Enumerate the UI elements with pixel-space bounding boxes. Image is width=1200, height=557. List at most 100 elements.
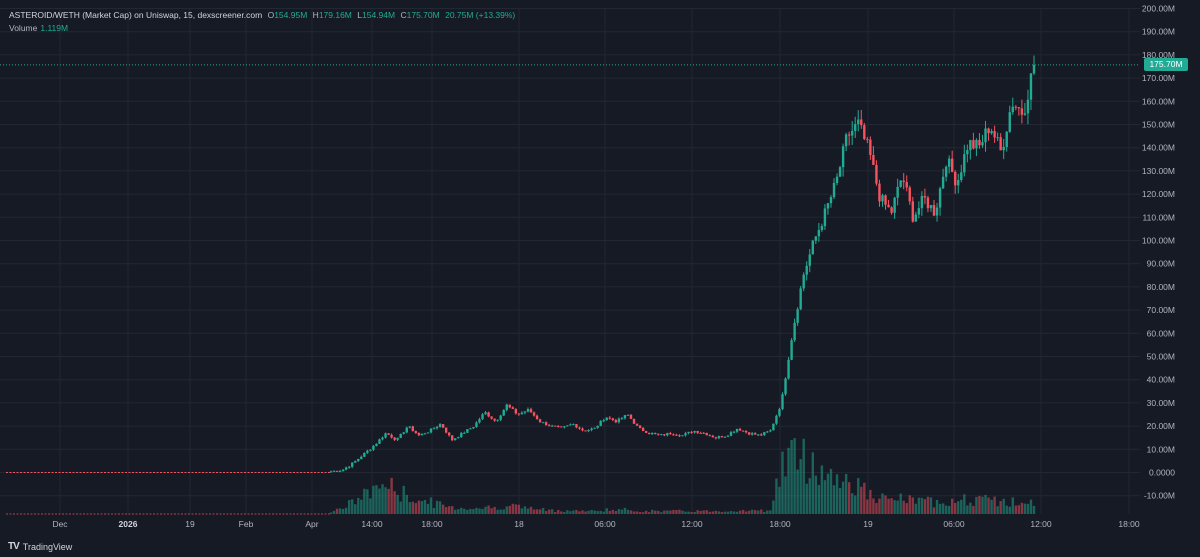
- candle-body: [984, 128, 987, 143]
- x-tick-label: Feb: [239, 519, 254, 529]
- pre-listing-line: [6, 472, 330, 515]
- volume-bar: [557, 509, 560, 514]
- candle-body: [332, 470, 336, 472]
- volume-bar: [923, 499, 927, 514]
- volume-bar: [808, 478, 811, 514]
- volume-bar: [526, 508, 530, 514]
- volume-bar: [1032, 505, 1036, 514]
- candle-body: [541, 422, 545, 424]
- candle-body: [605, 417, 608, 421]
- candle-body: [781, 394, 784, 410]
- volume-bar: [963, 494, 966, 514]
- volume-bar: [511, 503, 515, 514]
- volume-bar: [757, 510, 760, 514]
- candle-body: [617, 418, 621, 423]
- x-tick-label: 18:00: [1118, 519, 1140, 529]
- volume-bar: [463, 508, 466, 514]
- candle-body: [502, 409, 505, 416]
- volume-bar: [447, 506, 451, 514]
- volume-bar: [760, 509, 763, 514]
- volume-bar: [741, 509, 745, 514]
- candle-body: [720, 436, 724, 438]
- volume-bar: [778, 486, 781, 514]
- volume-bar: [344, 507, 348, 514]
- volume-bar: [563, 511, 566, 514]
- y-tick-label: 20.00M: [1147, 421, 1175, 431]
- candle-body: [744, 430, 748, 433]
- tradingview-branding[interactable]: TV TradingView: [8, 541, 72, 552]
- symbol-title[interactable]: ASTEROID/WETH (Market Cap) on Uniswap, 1…: [9, 10, 263, 20]
- candle-body: [478, 419, 481, 423]
- volume-bar: [596, 511, 599, 514]
- candle-body: [435, 426, 439, 429]
- volume-label[interactable]: Volume: [9, 23, 38, 33]
- volume-bar: [451, 506, 454, 514]
- candle-body: [987, 128, 990, 134]
- candle-body: [663, 434, 666, 436]
- candle-body: [978, 139, 981, 146]
- volume-bar: [429, 497, 433, 514]
- candle-body: [493, 418, 496, 421]
- volume-bar: [417, 500, 421, 514]
- high-value: 179.16M: [318, 10, 352, 20]
- y-tick-label: 100.00M: [1142, 236, 1175, 246]
- candle-body: [872, 155, 875, 165]
- volume-bar: [426, 503, 430, 514]
- candle-body: [835, 176, 839, 183]
- y-tick-label: 140.00M: [1142, 143, 1175, 153]
- volume-bar: [793, 438, 796, 514]
- candle-body: [408, 426, 411, 428]
- candle-body: [850, 130, 854, 136]
- candle-body: [554, 425, 557, 427]
- candle-body: [929, 205, 933, 209]
- candle-body: [763, 432, 766, 436]
- candle-body: [347, 466, 351, 468]
- price-axis[interactable]: 200.00M 190.00M 180.00M 170.00M 160.00M 150.0…: [1142, 4, 1175, 501]
- volume-bar: [1023, 503, 1027, 514]
- volume-bar: [372, 485, 375, 514]
- candle-body: [1005, 131, 1008, 147]
- candle-body: [681, 435, 684, 437]
- volume-bar: [854, 495, 857, 514]
- volume-bar: [487, 505, 490, 514]
- candle-body: [726, 435, 730, 437]
- candle-body: [632, 418, 636, 424]
- y-tick-label: 150.00M: [1142, 120, 1175, 130]
- volume-bar: [872, 498, 875, 514]
- volume-bar: [581, 510, 584, 514]
- x-tick-label: 12:00: [681, 519, 703, 529]
- candle-body: [878, 183, 881, 202]
- candle-body: [526, 409, 530, 412]
- candle-body: [432, 428, 436, 430]
- candle-body: [890, 207, 893, 213]
- candle-body: [905, 182, 908, 188]
- time-axis[interactable]: Dec 2026 19 Feb Apr 14:00 18:00 18 06:00 12:00 18:…: [52, 519, 1139, 529]
- candle-body: [787, 359, 790, 379]
- candle-body: [414, 431, 418, 434]
- candle-body: [593, 427, 596, 429]
- candle-body: [829, 197, 833, 204]
- volume-bar: [1020, 502, 1024, 514]
- volume-bar: [335, 508, 339, 514]
- volume-bar: [829, 468, 833, 514]
- volume-bar: [726, 511, 730, 514]
- candle-body: [335, 470, 339, 472]
- candle-body: [926, 197, 930, 209]
- volume-bar: [393, 491, 396, 514]
- candle-body: [654, 433, 657, 435]
- candle-body: [438, 424, 442, 427]
- candle-body: [584, 430, 587, 432]
- volume-bar: [647, 512, 651, 514]
- volume-bar: [914, 503, 918, 514]
- candle-body: [729, 432, 733, 436]
- volume-bar: [499, 509, 502, 514]
- candle-body: [635, 423, 639, 426]
- volume-bar: [599, 510, 602, 514]
- volume-bar: [354, 504, 357, 514]
- volume-bar: [938, 503, 942, 514]
- candle-body: [708, 435, 711, 437]
- volume-bar: [805, 483, 808, 514]
- volume-bar: [332, 510, 336, 514]
